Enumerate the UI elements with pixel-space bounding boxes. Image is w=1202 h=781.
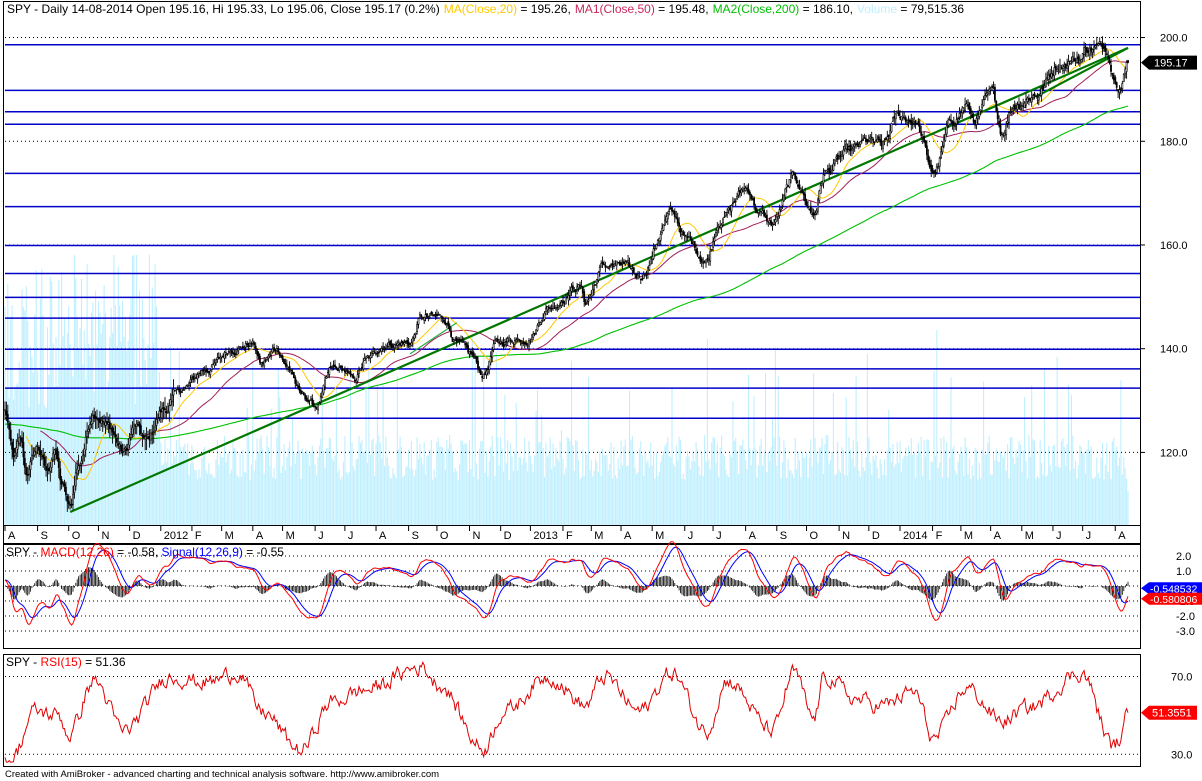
date-tick-label: J <box>1056 530 1062 542</box>
price-tick-label: 180.0 <box>1160 136 1188 148</box>
price-candles <box>4 36 1129 512</box>
panel-frames <box>3 1 1141 767</box>
date-tick-label: A <box>749 530 757 542</box>
ma20-line <box>25 49 1129 480</box>
date-tick-label: 2012 <box>164 530 188 542</box>
date-tick-label: S <box>780 530 787 542</box>
macd-line <box>4 541 1129 626</box>
rsi-value-badge <box>1141 705 1197 720</box>
date-tick-label: A <box>379 530 387 542</box>
date-tick-label: 2013 <box>533 530 557 542</box>
date-tick-label: J <box>348 530 354 542</box>
rsi-panel: 70.0 30.0 51.3551 <box>4 661 1197 763</box>
date-tick-label: D <box>872 530 880 542</box>
date-tick-label: N <box>101 530 109 542</box>
support-resistance-lines <box>5 44 1140 419</box>
date-tick-label: A <box>624 530 632 542</box>
macd-panel-title: SPY - MACD(12,26) = -0.58, Signal(12,26,… <box>6 545 284 559</box>
macd-panel-frame <box>3 544 1141 649</box>
price-panel-title: SPY - Daily 14-08-2014 Open 195.16, Hi 1… <box>7 2 964 16</box>
rsi-line <box>4 661 1129 763</box>
last-close-label: 195.17 <box>1154 58 1188 70</box>
date-tick-label: A <box>1118 530 1126 542</box>
date-tick-label: N <box>472 530 480 542</box>
rsi-value-label: 51.3551 <box>1152 708 1192 720</box>
macd-value-badge <box>1141 592 1202 605</box>
date-tick-label: S <box>412 530 419 542</box>
date-tick-label: A <box>994 530 1002 542</box>
date-axis: A S O N D 2012 F M A M J J A S O N D 2013 F M A M J J A S O N D 2014 F… <box>4 526 1126 542</box>
candle-bodies-down <box>5 43 1129 506</box>
date-tick-label: N <box>842 530 850 542</box>
date-tick-label: F <box>936 530 943 542</box>
footer-credit: Created with AmiBroker - advanced charti… <box>5 769 439 780</box>
date-tick-label: F <box>195 530 202 542</box>
price-tick-label: 140.0 <box>1160 344 1188 356</box>
date-tick-label: D <box>133 530 141 542</box>
date-tick-label: F <box>566 530 573 542</box>
date-tick-label: J <box>318 530 324 542</box>
date-tick-label: 2014 <box>903 530 927 542</box>
date-tick-label: S <box>41 530 48 542</box>
last-close-badge <box>1141 55 1197 70</box>
date-tick-label: M <box>594 530 603 542</box>
rsi-panel-frame <box>3 654 1141 767</box>
macd-histogram <box>6 567 1129 601</box>
rsi-panel-title: SPY - RSI(15) = 51.36 <box>6 655 126 669</box>
price-tick-label: 200.0 <box>1160 33 1188 45</box>
ma200-line <box>4 105 1129 440</box>
signal-value-badge <box>1141 582 1202 595</box>
signal-value-label: -0.548532 <box>1150 583 1197 595</box>
rsi-tick-label: 30.0 <box>1171 749 1192 761</box>
date-tick-label: O <box>810 530 819 542</box>
date-tick-label: A <box>8 530 16 542</box>
macd-value-label: -0.580806 <box>1150 594 1197 606</box>
date-tick-label: M <box>286 530 295 542</box>
date-axis-frame <box>3 525 1141 544</box>
rsi-tick-label: 70.0 <box>1171 671 1192 683</box>
trend-line <box>1035 46 1129 98</box>
date-tick-label: A <box>256 530 264 542</box>
date-tick-label: J <box>716 530 722 542</box>
date-tick-label: O <box>72 530 81 542</box>
date-tick-label: M <box>964 530 973 542</box>
macd-tick-label: 1.0 <box>1176 566 1191 578</box>
macd-tick-label: -3.0 <box>1176 626 1195 638</box>
macd-tick-label: 2.0 <box>1176 551 1191 563</box>
date-tick-label: M <box>1025 530 1034 542</box>
date-tick-label: J <box>1086 530 1092 542</box>
date-tick-label: M <box>655 530 664 542</box>
price-y-axis: 120.0 140.0 160.0 180.0 200.0 195.17 <box>1140 33 1197 459</box>
candle-bodies-up <box>4 41 1128 505</box>
date-tick-label: D <box>504 530 512 542</box>
date-tick-label: J <box>688 530 694 542</box>
price-tick-label: 120.0 <box>1160 447 1188 459</box>
macd-panel: 2.01.0-1.0-2.0-3.0-0.548532-0.580806 <box>4 541 1202 638</box>
macd-tick-label: -2.0 <box>1176 611 1195 623</box>
date-tick-label: O <box>440 530 449 542</box>
date-tick-label: M <box>225 530 234 542</box>
price-tick-label: 160.0 <box>1160 240 1188 252</box>
